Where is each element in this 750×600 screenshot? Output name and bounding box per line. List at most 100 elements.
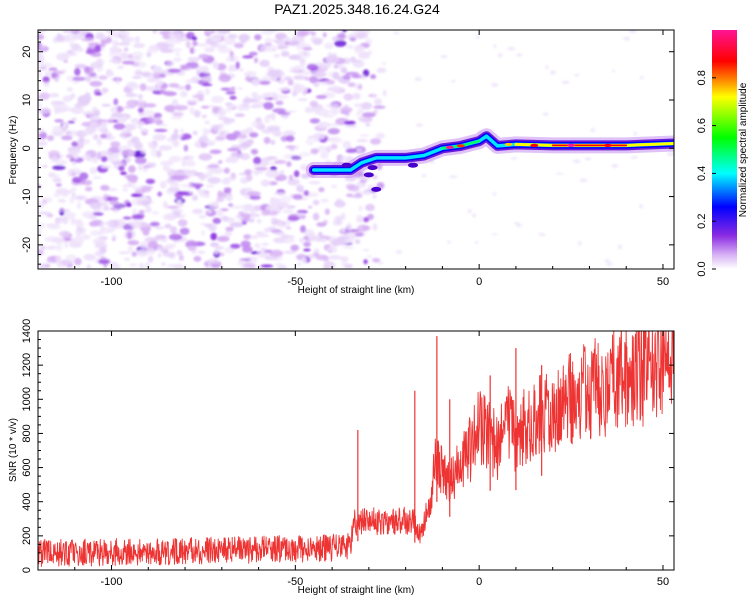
noise-blob: [234, 113, 245, 117]
noise-blob: [162, 123, 168, 127]
snr-y-tick-label: 1200: [21, 353, 33, 377]
noise-blob: [65, 130, 79, 137]
noise-blob: [330, 107, 340, 116]
noise-blob: [370, 74, 377, 80]
noise-blob: [198, 53, 210, 60]
noise-speck: [633, 131, 637, 136]
noise-blob: [164, 105, 176, 112]
noise-blob: [229, 222, 244, 228]
noise-blob: [174, 182, 180, 187]
noise-blob: [192, 130, 198, 136]
noise-blob: [239, 67, 244, 72]
noise-blob: [127, 53, 134, 59]
noise-blob: [210, 95, 224, 104]
noise-blob: [118, 251, 131, 255]
noise-blob: [187, 247, 197, 251]
noise-blob: [69, 167, 82, 175]
noise-blob: [217, 30, 231, 34]
noise-blob: [48, 67, 58, 71]
noise-speck: [574, 73, 580, 77]
noise-blob: [254, 57, 258, 64]
noise-blob: [38, 244, 46, 249]
noise-blob: [372, 258, 381, 263]
noise-blob: [64, 241, 69, 249]
noise-blob: [272, 108, 287, 114]
noise-blob: [88, 72, 97, 77]
noise-blob: [261, 209, 270, 216]
noise-blob: [254, 34, 262, 41]
noise-speck: [639, 76, 644, 80]
noise-blob: [206, 209, 212, 214]
noise-blob: [126, 231, 133, 240]
noise-blob: [357, 224, 369, 232]
noise-blob: [236, 144, 249, 150]
snr-x-tick-label: -50: [287, 576, 303, 588]
noise-blob: [168, 83, 180, 88]
noise-blob: [320, 238, 327, 243]
noise-blob: [261, 179, 269, 187]
noise-blob: [282, 208, 294, 214]
noise-blob: [38, 55, 45, 64]
noise-blob: [218, 74, 232, 83]
noise-blob: [346, 184, 360, 192]
noise-blob: [152, 30, 158, 34]
noise-blob: [115, 77, 121, 85]
noise-blob: [91, 212, 104, 216]
noise-speck: [414, 77, 422, 82]
noise-blob: [176, 249, 182, 256]
noise-blob: [116, 105, 122, 113]
noise-blob: [100, 41, 106, 48]
noise-blob: [125, 93, 138, 98]
noise-blob: [46, 135, 55, 141]
noise-blob: [181, 160, 187, 167]
noise-blob: [212, 61, 219, 69]
noise-blob: [145, 205, 152, 213]
noise-blob: [345, 148, 357, 153]
noise-blob: [139, 241, 150, 250]
noise-blob: [92, 176, 102, 180]
noise-blob: [89, 121, 99, 127]
noise-blob: [253, 156, 262, 165]
noise-blob: [192, 94, 205, 99]
noise-blob: [220, 216, 230, 221]
noise-blob: [356, 148, 363, 152]
noise-blob: [359, 134, 370, 137]
noise-blob: [294, 145, 300, 150]
noise-speck: [421, 173, 427, 178]
noise-blob: [62, 95, 73, 103]
noise-blob: [113, 210, 119, 214]
noise-blob: [142, 71, 151, 78]
noise-blob: [134, 35, 140, 44]
noise-blob: [69, 196, 75, 204]
noise-blob: [198, 215, 207, 219]
noise-blob: [270, 197, 276, 205]
noise-blob: [212, 106, 220, 114]
spectrogram-signal-track: [305, 128, 674, 192]
noise-blob: [321, 258, 329, 262]
noise-blob: [122, 187, 129, 192]
noise-blob: [264, 37, 274, 44]
noise-blob: [277, 202, 290, 209]
noise-blob: [138, 93, 143, 100]
snr-y-tick-label: 400: [21, 493, 33, 511]
noise-blob: [226, 104, 237, 109]
noise-blob: [145, 178, 156, 185]
spectrogram-x-tick-label: 0: [476, 276, 482, 288]
noise-blob: [67, 120, 75, 124]
noise-blob: [165, 243, 177, 248]
spectrogram-x-tick-label: -100: [101, 276, 123, 288]
noise-blob: [147, 142, 155, 146]
noise-blob: [121, 52, 128, 60]
noise-blob: [296, 212, 306, 217]
noise-blob: [171, 48, 183, 52]
noise-blob: [120, 171, 127, 175]
noise-blob: [85, 75, 92, 83]
noise-blob: [332, 71, 340, 80]
noise-blob: [283, 76, 292, 81]
noise-blob: [215, 135, 226, 141]
noise-blob: [240, 240, 251, 248]
snr-y-axis-label: SNR (10 * v/v): [8, 418, 19, 482]
noise-blob: [156, 246, 169, 252]
noise-speck: [510, 156, 518, 160]
